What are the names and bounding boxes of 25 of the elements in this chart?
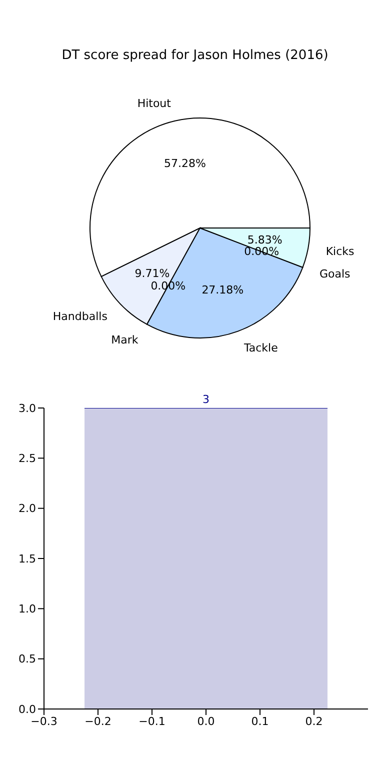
x-tick-label: −0.1 <box>138 714 166 728</box>
x-tick-label: −0.3 <box>30 714 58 728</box>
chart-title: DT score spread for Jason Holmes (2016) <box>60 47 330 63</box>
x-tick-label: 0.2 <box>305 714 323 728</box>
y-tick-label: 1.0 <box>18 602 36 616</box>
data-label: 3 <box>202 393 210 406</box>
data-label: 5.83% <box>247 234 282 247</box>
slice-label: Kicks <box>326 244 355 258</box>
y-tick-label: 2.0 <box>18 502 36 516</box>
data-label: 57.28% <box>164 157 206 170</box>
y-tick-label: 2.5 <box>18 452 36 466</box>
y-tick-label: 3.0 <box>18 402 36 415</box>
data-label: 27.18% <box>202 283 244 296</box>
y-tick-label: 0.5 <box>18 652 36 666</box>
y-tick-label: 1.5 <box>18 552 36 566</box>
data-label: 9.71% <box>134 267 170 280</box>
category-label: Goals <box>320 267 350 280</box>
x-tick-label: −0.2 <box>84 714 112 728</box>
slice-label: Handballs <box>52 310 108 323</box>
category-label: Mark <box>111 334 138 347</box>
slice-label: Tackle <box>242 342 278 355</box>
slice-label: Hitout <box>137 96 172 110</box>
x-tick-label: 0.0 <box>197 714 215 728</box>
y-tick-label: 0.0 <box>18 702 36 716</box>
x-tick-label: 0.1 <box>251 714 269 728</box>
